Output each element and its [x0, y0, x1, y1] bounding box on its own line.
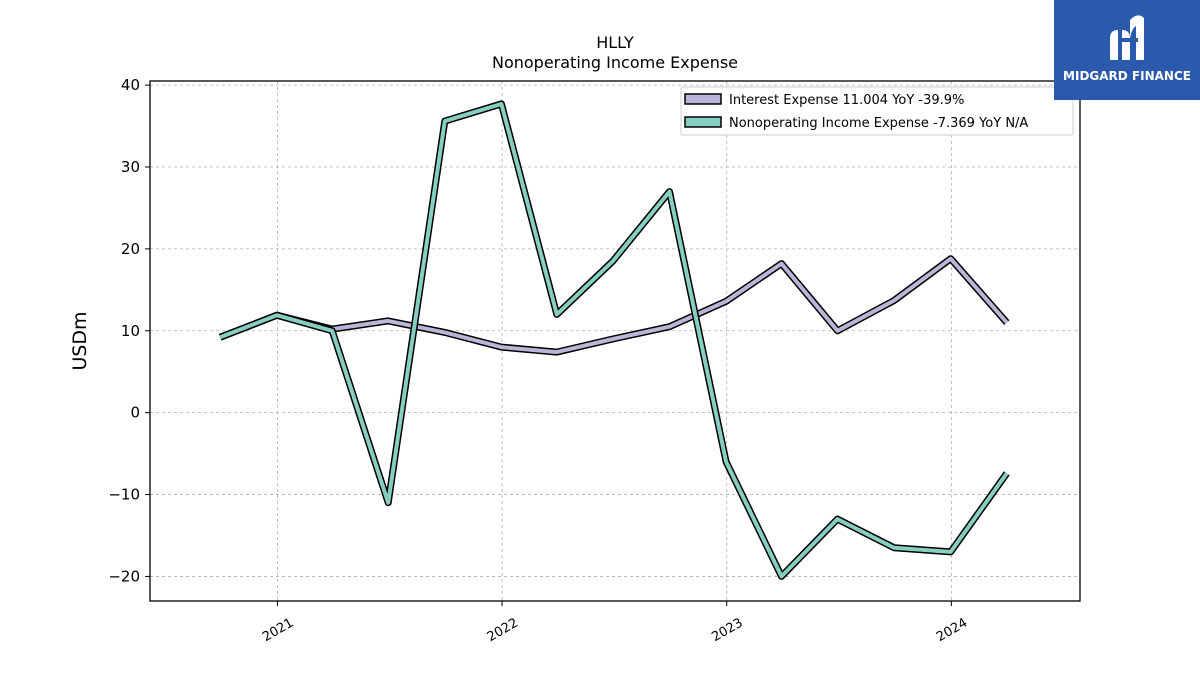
x-tick-label: 2023: [709, 616, 745, 646]
series-line-nonoperating-income-expense: [219, 101, 1009, 579]
legend: Interest Expense 11.004 YoY -39.9% Nonop…: [680, 86, 1074, 136]
legend-box: [680, 86, 1074, 136]
brand-name: MIDGARD FINANCE: [1063, 69, 1191, 83]
series-lines: [218, 100, 1010, 580]
legend-swatch-nonoperating-income-expense: [684, 116, 722, 128]
x-tick-label: 2022: [485, 616, 521, 646]
chart-subtitle: Nonoperating Income Expense: [492, 53, 738, 72]
y-tick-label: 20: [121, 240, 140, 258]
x-axis: 2021 2022 2023 2024: [260, 601, 970, 645]
y-axis-label: USDm: [69, 311, 91, 370]
midgard-logo-icon: [1110, 15, 1144, 60]
plot-frame: [149, 80, 1081, 602]
y-tick-label: 10: [121, 322, 140, 340]
legend-label-interest-expense: Interest Expense 11.004 YoY -39.9%: [729, 93, 964, 108]
x-tick-label: 2021: [260, 616, 296, 646]
legend-label-nonoperating-income-expense: Nonoperating Income Expense -7.369 YoY N…: [729, 116, 1028, 131]
legend-swatch-interest-expense: [684, 93, 722, 105]
chart-title: HLLY: [596, 33, 634, 52]
y-tick-label: −10: [108, 486, 140, 504]
y-tick-label: 30: [121, 158, 140, 176]
series-line-interest-expense: [219, 256, 1009, 355]
y-tick-label: 40: [121, 76, 140, 94]
y-tick-label: 0: [130, 404, 140, 422]
y-axis: −20 −10 0 10 20 30 40: [108, 76, 150, 585]
grid-lines: [150, 81, 1080, 601]
x-tick-label: 2024: [934, 616, 970, 646]
brand-logo: MIDGARD FINANCE: [1054, 0, 1200, 100]
y-tick-label: −20: [108, 567, 140, 585]
